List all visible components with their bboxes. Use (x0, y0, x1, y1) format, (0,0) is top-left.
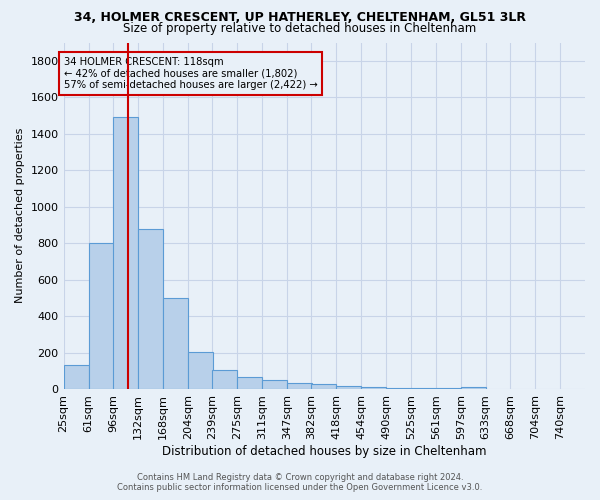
Bar (411, 388, 436, 389)
Bar (113, 118, 138, 389)
Bar (138, 228, 163, 389)
Bar (89, 243, 113, 389)
Bar (361, 388, 386, 389)
Text: 34, HOLMER CRESCENT, UP HATHERLEY, CHELTENHAM, GL51 3LR: 34, HOLMER CRESCENT, UP HATHERLEY, CHELT… (74, 11, 526, 24)
Bar (386, 388, 412, 389)
Bar (188, 352, 213, 389)
Bar (212, 370, 237, 389)
Bar (337, 386, 361, 389)
Text: Contains HM Land Registry data © Crown copyright and database right 2024.
Contai: Contains HM Land Registry data © Crown c… (118, 473, 482, 492)
Bar (237, 377, 262, 389)
Bar (436, 388, 461, 389)
X-axis label: Distribution of detached houses by size in Cheltenham: Distribution of detached houses by size … (162, 444, 487, 458)
Bar (64, 366, 89, 389)
Bar (311, 384, 337, 389)
Y-axis label: Number of detached properties: Number of detached properties (15, 128, 25, 304)
Text: Size of property relative to detached houses in Cheltenham: Size of property relative to detached ho… (124, 22, 476, 35)
Bar (262, 380, 287, 389)
Bar (163, 298, 188, 389)
Bar (287, 382, 312, 389)
Text: 34 HOLMER CRESCENT: 118sqm
← 42% of detached houses are smaller (1,802)
57% of s: 34 HOLMER CRESCENT: 118sqm ← 42% of deta… (64, 57, 317, 90)
Bar (461, 387, 486, 389)
